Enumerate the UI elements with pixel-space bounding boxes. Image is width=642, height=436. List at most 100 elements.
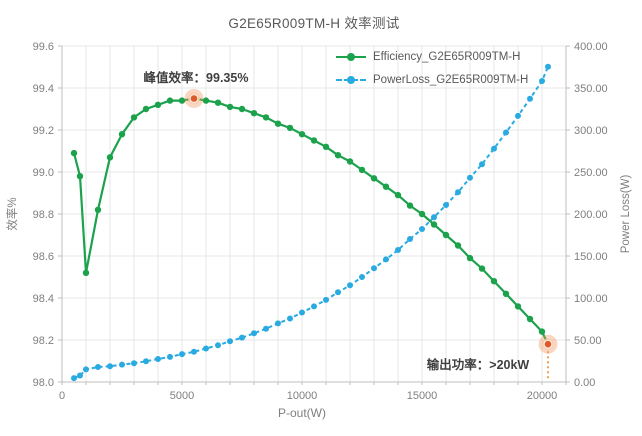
powerloss-point — [311, 303, 317, 310]
efficiency-point — [286, 124, 294, 132]
powerloss-point — [515, 112, 521, 119]
efficiency-point — [274, 120, 282, 127]
powerloss-point — [155, 356, 161, 362]
powerloss-point — [299, 309, 305, 316]
y-left-tick-label: 99.0 — [33, 167, 54, 179]
efficiency-point — [226, 103, 234, 111]
powerloss-line-sample-icon — [336, 74, 366, 86]
powerloss-point — [383, 256, 389, 263]
y-left-tick-label: 99.2 — [33, 125, 54, 137]
powerloss-point — [179, 351, 185, 358]
powerloss-point — [203, 345, 209, 352]
powerloss-point — [215, 342, 221, 349]
efficiency-point — [202, 97, 210, 104]
efficiency-point — [454, 242, 462, 249]
powerloss-point — [95, 364, 101, 370]
powerloss-point — [479, 161, 485, 168]
powerloss-point — [71, 375, 77, 382]
efficiency-point — [178, 97, 186, 104]
efficiency-point — [394, 191, 402, 199]
y-right-tick-label: 200.00 — [574, 209, 608, 221]
efficiency-point — [406, 202, 414, 209]
powerloss-point — [263, 325, 269, 332]
efficiency-point — [442, 231, 450, 239]
y-left-tick-label: 98.0 — [33, 377, 54, 389]
powerloss-point — [287, 315, 293, 322]
powerloss-point — [347, 282, 353, 289]
x-tick-label: 0 — [59, 390, 65, 402]
powerloss-point — [503, 129, 509, 136]
powerloss-point — [239, 334, 245, 341]
powerloss-point — [419, 226, 425, 232]
efficiency-point — [70, 149, 78, 157]
powerloss-point — [323, 296, 329, 303]
y-right-tick-label: 400.00 — [574, 41, 608, 53]
y-left-tick-label: 98.4 — [33, 293, 54, 305]
legend: Efficiency_G2E65R009TM-H PowerLoss_G2E65… — [336, 48, 528, 89]
efficiency-point — [130, 114, 138, 121]
y-right-tick-label: 300.00 — [574, 125, 608, 137]
y-left-tick-label: 99.4 — [33, 83, 54, 95]
y-left-tick-label: 98.8 — [33, 209, 54, 221]
powerloss-point — [143, 358, 149, 365]
legend-item-efficiency: Efficiency_G2E65R009TM-H — [336, 48, 528, 66]
y-left-tick-label: 98.6 — [33, 251, 54, 263]
powerloss-point — [407, 236, 413, 242]
efficiency-point — [250, 110, 258, 117]
y-right-tick-label: 50.00 — [574, 335, 602, 347]
powerloss-point — [545, 63, 551, 70]
efficiency-point — [478, 265, 486, 272]
powerloss-point — [443, 202, 449, 208]
powerloss-point — [467, 174, 473, 181]
chart-title: G2E65R009TM-H 效率测试 — [228, 16, 400, 31]
efficiency-point — [418, 210, 426, 218]
x-tick-label: 10000 — [287, 390, 318, 402]
powerloss-point — [107, 363, 113, 370]
y-right-tick-label: 350.00 — [574, 83, 608, 95]
efficiency-line — [72, 97, 549, 345]
efficiency-point — [538, 328, 546, 335]
legend-label-powerloss: PowerLoss_G2E65R009TM-H — [373, 74, 529, 86]
efficiency-point — [382, 183, 390, 190]
powerloss-point — [191, 348, 197, 355]
powerloss-point — [131, 360, 137, 367]
y-left-tick-label: 98.2 — [33, 335, 54, 347]
x-tick-label: 5000 — [170, 390, 194, 402]
efficiency-point — [166, 97, 174, 104]
efficiency-point — [346, 158, 354, 165]
efficiency-point — [334, 152, 342, 159]
powerloss-point — [167, 353, 173, 360]
powerloss-line — [73, 66, 549, 380]
legend-label-efficiency: Efficiency_G2E65R009TM-H — [373, 51, 521, 63]
powerloss-point — [251, 330, 257, 337]
x-tick-label: 15000 — [407, 390, 438, 402]
peak-efficiency-annotation: 峰值效率：99.35% — [143, 71, 249, 85]
powerloss-point — [455, 189, 461, 196]
y-right-tick-label: 100.00 — [574, 293, 608, 305]
efficiency-point — [82, 269, 90, 276]
efficiency-point — [430, 221, 438, 228]
efficiency-point — [298, 131, 306, 138]
efficiency-point — [154, 101, 162, 109]
powerloss-point — [119, 361, 125, 368]
peak-highlight-marker — [189, 94, 199, 103]
powerloss-point — [227, 338, 233, 345]
efficiency-point — [358, 166, 366, 174]
efficiency-point — [142, 105, 150, 113]
efficiency-point — [76, 173, 84, 180]
y-left-axis-title: 效率% — [7, 197, 19, 231]
efficiency-point — [466, 254, 474, 262]
efficiency-point — [214, 99, 222, 106]
efficiency-point — [490, 278, 498, 285]
efficiency-point — [94, 206, 102, 213]
efficiency-point — [238, 105, 246, 113]
y-left-tick-label: 99.6 — [33, 41, 54, 53]
x-axis-title: P-out(W) — [278, 406, 326, 420]
powerloss-point — [335, 289, 341, 296]
efficiency-point — [106, 154, 114, 161]
powerloss-point — [275, 320, 281, 327]
endpoint-highlight-marker — [543, 339, 553, 349]
legend-item-powerloss: PowerLoss_G2E65R009TM-H — [336, 71, 528, 89]
